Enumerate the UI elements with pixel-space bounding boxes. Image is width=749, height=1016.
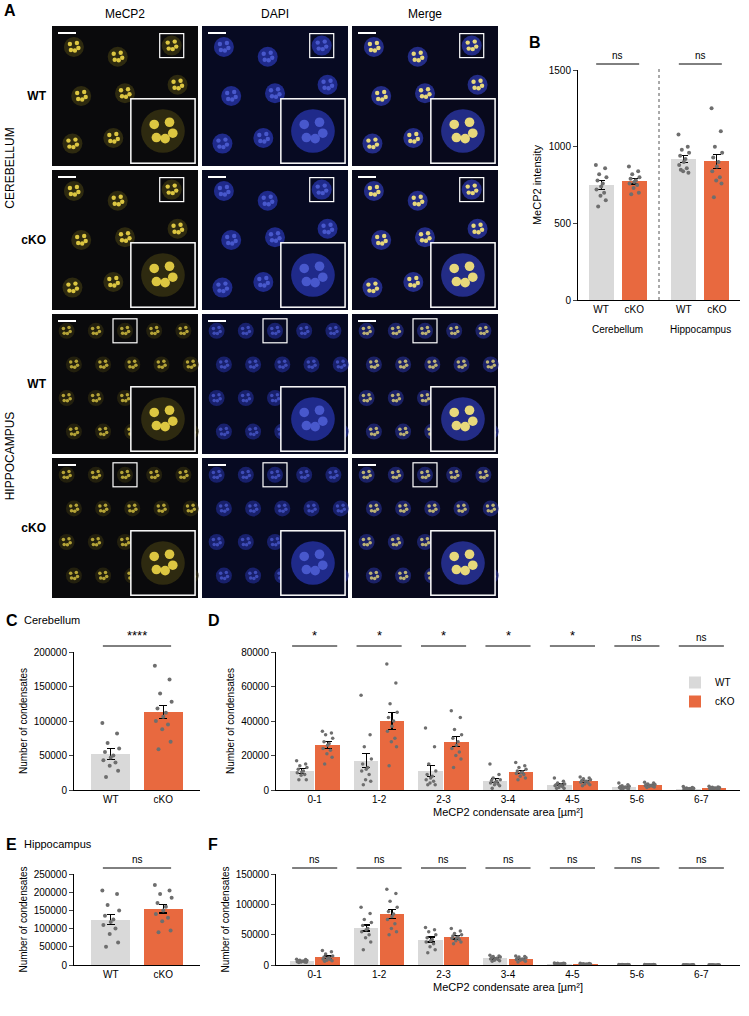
svg-text:3-4: 3-4 — [501, 969, 516, 980]
svg-text:ns: ns — [503, 854, 514, 865]
svg-text:ns: ns — [695, 50, 706, 61]
svg-text:A: A — [4, 2, 16, 19]
svg-text:100000: 100000 — [236, 899, 270, 910]
svg-text:ns: ns — [612, 50, 623, 61]
svg-text:cKO: cKO — [624, 304, 644, 315]
svg-text:Hippocampus: Hippocampus — [24, 838, 92, 850]
svg-text:MeCP2 condensate area [µm²]: MeCP2 condensate area [µm²] — [433, 981, 583, 993]
svg-text:Number of condensates: Number of condensates — [225, 668, 236, 774]
svg-text:6-7: 6-7 — [694, 969, 709, 980]
svg-text:cKO: cKO — [715, 696, 735, 707]
svg-text:1-2: 1-2 — [372, 969, 387, 980]
svg-text:1-2: 1-2 — [372, 794, 387, 805]
svg-text:50000: 50000 — [39, 941, 67, 952]
svg-text:5-6: 5-6 — [630, 969, 645, 980]
svg-text:cKO: cKO — [21, 521, 46, 535]
svg-text:1500: 1500 — [549, 65, 572, 76]
svg-text:ns: ns — [309, 854, 320, 865]
svg-text:20000: 20000 — [241, 750, 269, 761]
svg-text:60000: 60000 — [241, 681, 269, 692]
svg-text:200000: 200000 — [34, 887, 68, 898]
svg-text:0: 0 — [263, 785, 269, 796]
svg-text:F: F — [208, 836, 218, 853]
svg-text:WT: WT — [103, 969, 119, 980]
svg-text:200000: 200000 — [34, 647, 68, 658]
svg-text:ns: ns — [132, 854, 143, 865]
svg-text:WT: WT — [27, 89, 46, 103]
svg-text:250000: 250000 — [34, 869, 68, 880]
svg-text:Cerebellum: Cerebellum — [592, 324, 643, 335]
svg-text:cKO: cKO — [707, 304, 727, 315]
svg-text:40000: 40000 — [241, 716, 269, 727]
svg-text:WT: WT — [27, 377, 46, 391]
svg-text:MeCP2: MeCP2 — [105, 7, 145, 21]
svg-text:150000: 150000 — [34, 681, 68, 692]
svg-text:0: 0 — [565, 295, 571, 306]
svg-text:0: 0 — [61, 785, 67, 796]
svg-text:Number of condensates: Number of condensates — [18, 866, 29, 972]
svg-text:*: * — [377, 628, 382, 643]
svg-text:WT: WT — [103, 794, 119, 805]
svg-text:6-7: 6-7 — [694, 794, 709, 805]
svg-text:1000: 1000 — [549, 141, 572, 152]
svg-text:D: D — [208, 612, 220, 629]
svg-text:ns: ns — [631, 632, 642, 643]
svg-text:B: B — [529, 34, 541, 51]
svg-text:2-3: 2-3 — [436, 794, 451, 805]
svg-text:E: E — [6, 836, 17, 853]
svg-text:Cerebellum: Cerebellum — [24, 614, 80, 626]
svg-text:100000: 100000 — [34, 716, 68, 727]
svg-text:*: * — [312, 628, 317, 643]
svg-text:0: 0 — [61, 960, 67, 971]
svg-text:Merge: Merge — [408, 7, 442, 21]
svg-text:Number of condensates: Number of condensates — [18, 668, 29, 774]
svg-text:100000: 100000 — [34, 923, 68, 934]
svg-text:cKO: cKO — [154, 794, 174, 805]
svg-text:****: **** — [127, 628, 147, 643]
svg-text:50000: 50000 — [241, 929, 269, 940]
svg-text:5-6: 5-6 — [630, 794, 645, 805]
svg-text:ns: ns — [631, 854, 642, 865]
svg-text:0-1: 0-1 — [307, 969, 322, 980]
svg-text:WT: WT — [715, 677, 731, 688]
svg-text:ns: ns — [438, 854, 449, 865]
svg-text:3-4: 3-4 — [501, 794, 516, 805]
svg-text:150000: 150000 — [236, 869, 270, 880]
svg-text:150000: 150000 — [34, 905, 68, 916]
svg-text:500: 500 — [554, 218, 571, 229]
svg-text:80000: 80000 — [241, 647, 269, 658]
svg-text:CEREBELLUM: CEREBELLUM — [3, 127, 17, 208]
svg-text:*: * — [506, 628, 511, 643]
svg-text:ns: ns — [374, 854, 385, 865]
svg-text:2-3: 2-3 — [436, 969, 451, 980]
svg-text:*: * — [570, 628, 575, 643]
svg-text:C: C — [6, 612, 18, 629]
svg-text:MeCP2 condensate area [µm²]: MeCP2 condensate area [µm²] — [433, 806, 583, 818]
svg-text:4-5: 4-5 — [565, 794, 580, 805]
svg-text:50000: 50000 — [39, 750, 67, 761]
svg-text:0-1: 0-1 — [307, 794, 322, 805]
svg-text:DAPI: DAPI — [261, 7, 289, 21]
svg-text:ns: ns — [567, 854, 578, 865]
svg-text:WT: WT — [593, 304, 609, 315]
svg-text:HIPPOCAMPUS: HIPPOCAMPUS — [3, 412, 17, 501]
svg-text:ns: ns — [696, 632, 707, 643]
svg-text:ns: ns — [696, 854, 707, 865]
svg-text:0: 0 — [263, 960, 269, 971]
svg-text:cKO: cKO — [154, 969, 174, 980]
svg-text:MeCP2 intensity: MeCP2 intensity — [531, 144, 543, 225]
svg-text:WT: WT — [676, 304, 692, 315]
svg-text:Hippocampus: Hippocampus — [670, 324, 731, 335]
svg-text:Number of condensates: Number of condensates — [220, 866, 231, 972]
svg-text:cKO: cKO — [21, 233, 46, 247]
svg-text:*: * — [441, 628, 446, 643]
svg-text:4-5: 4-5 — [565, 969, 580, 980]
